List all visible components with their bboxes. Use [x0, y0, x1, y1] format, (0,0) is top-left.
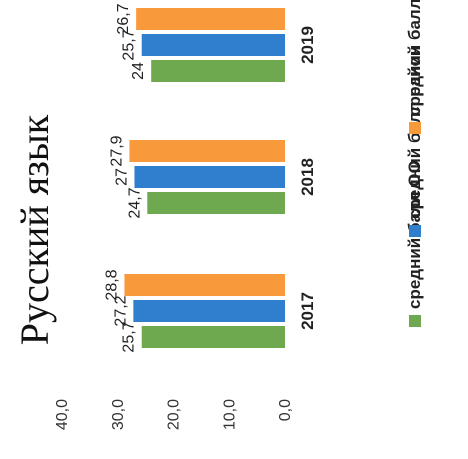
data-label: 27	[113, 168, 130, 186]
bar-2018-series-2	[129, 140, 285, 162]
data-label: 24,7	[126, 187, 143, 218]
legend-swatch	[409, 122, 421, 134]
legend-label: средний балл край	[405, 0, 424, 116]
legend-swatch	[409, 225, 421, 237]
y-tick-label: 20,0	[166, 399, 183, 430]
bar-2019-series-2	[136, 8, 285, 30]
bar-2019-series-1	[141, 34, 285, 56]
bar-2019-series-0	[151, 60, 285, 82]
category-label: 2017	[298, 292, 317, 330]
bar-2017-series-1	[133, 300, 285, 322]
data-label: 25,7	[121, 321, 138, 352]
bar-2018-series-0	[147, 192, 285, 214]
data-label: 27,2	[112, 295, 129, 326]
data-label: 28,8	[103, 269, 120, 300]
data-label: 27,9	[108, 135, 125, 166]
y-tick-label: 0,0	[277, 399, 294, 421]
data-label: 26,7	[115, 3, 132, 34]
y-tick-label: 40,0	[54, 399, 71, 430]
bar-2018-series-1	[134, 166, 285, 188]
chart-title: Русский язык	[12, 114, 57, 345]
category-label: 2019	[298, 26, 317, 64]
bar-2017-series-0	[141, 326, 285, 348]
y-tick-label: 10,0	[221, 399, 238, 430]
data-label: 25,7	[121, 29, 138, 60]
legend-swatch	[409, 315, 421, 327]
y-tick-label: 30,0	[110, 399, 127, 430]
category-label: 2018	[298, 158, 317, 196]
data-label: 24	[130, 62, 147, 80]
bar-2017-series-2	[124, 274, 285, 296]
